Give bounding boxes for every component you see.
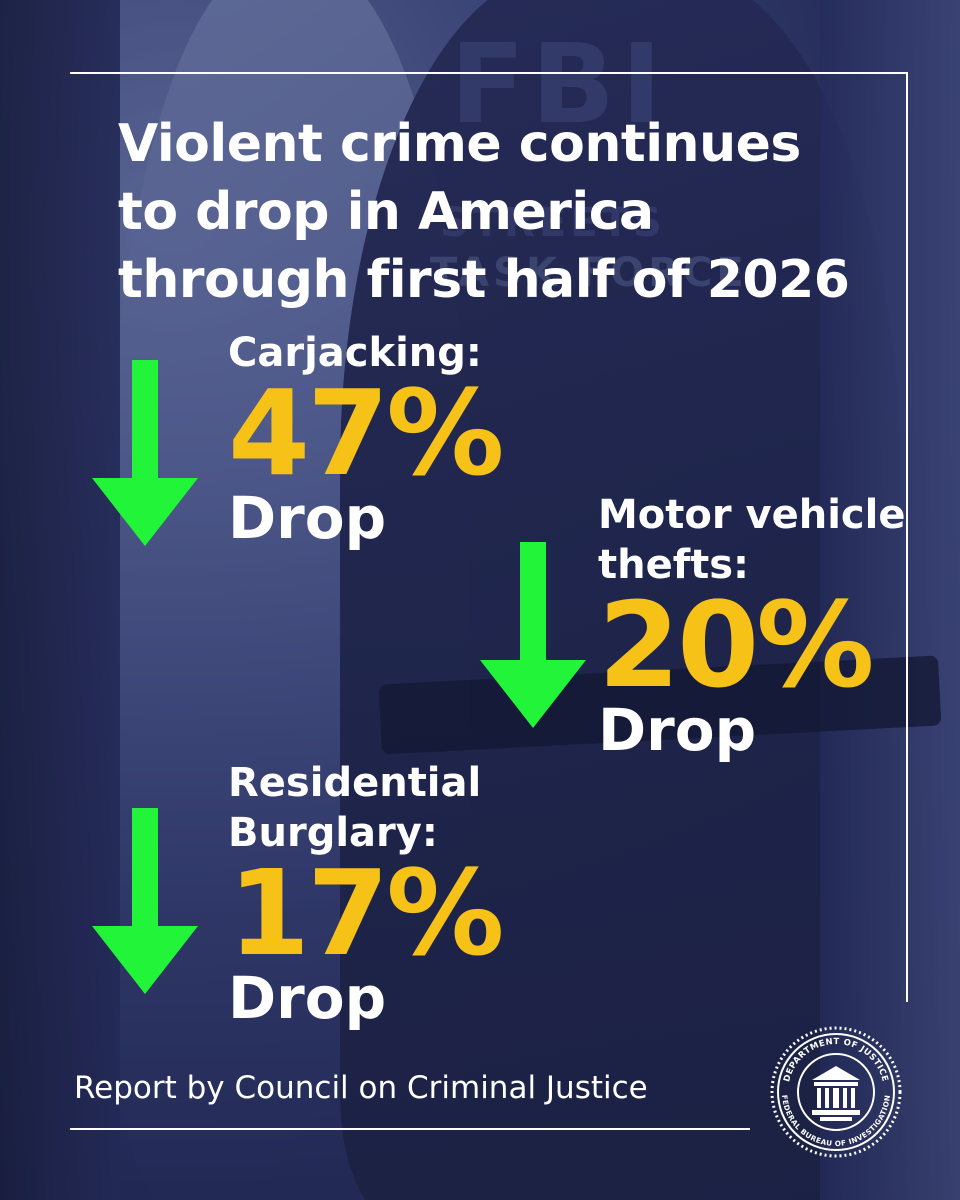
- stat-drop-label: Drop: [598, 696, 757, 764]
- stat-value: 17%: [228, 844, 504, 982]
- down-arrow-icon: [480, 542, 586, 728]
- down-arrow-icon: [92, 808, 198, 994]
- stat-carjacking: Carjacking: 47% Drop: [228, 328, 504, 552]
- stat-label: Residential Burglary:: [228, 760, 482, 856]
- shirt-subtext-2: TASK FORCE: [430, 250, 748, 296]
- shirt-subtext: STREETS: [440, 200, 666, 246]
- frame-line-bottom: [70, 1128, 750, 1130]
- shirt-text: FBI: [450, 20, 668, 148]
- stat-drop-label: Drop: [228, 964, 387, 1032]
- stat-label: Motor vehicle thefts:: [598, 492, 906, 588]
- stat-drop-label: Drop: [228, 484, 387, 552]
- fbi-seal-icon: DEPARTMENT OF JUSTICE FEDERAL BUREAU OF …: [770, 1026, 902, 1158]
- stat-value: 47%: [228, 364, 504, 502]
- stat-value: 20%: [598, 576, 874, 714]
- source-credit: Report by Council on Criminal Justice: [74, 1070, 648, 1106]
- stat-label: Carjacking:: [228, 330, 482, 376]
- frame-line-top: [70, 72, 908, 74]
- down-arrow-icon: [92, 360, 198, 546]
- stat-motor-vehicle-thefts: Motor vehicle thefts: 20% Drop: [598, 490, 905, 760]
- stat-residential-burglary: Residential Burglary: 17% Drop: [228, 758, 504, 1032]
- frame-line-right: [906, 72, 908, 1002]
- headline: Violent crime continues to drop in Ameri…: [118, 114, 850, 310]
